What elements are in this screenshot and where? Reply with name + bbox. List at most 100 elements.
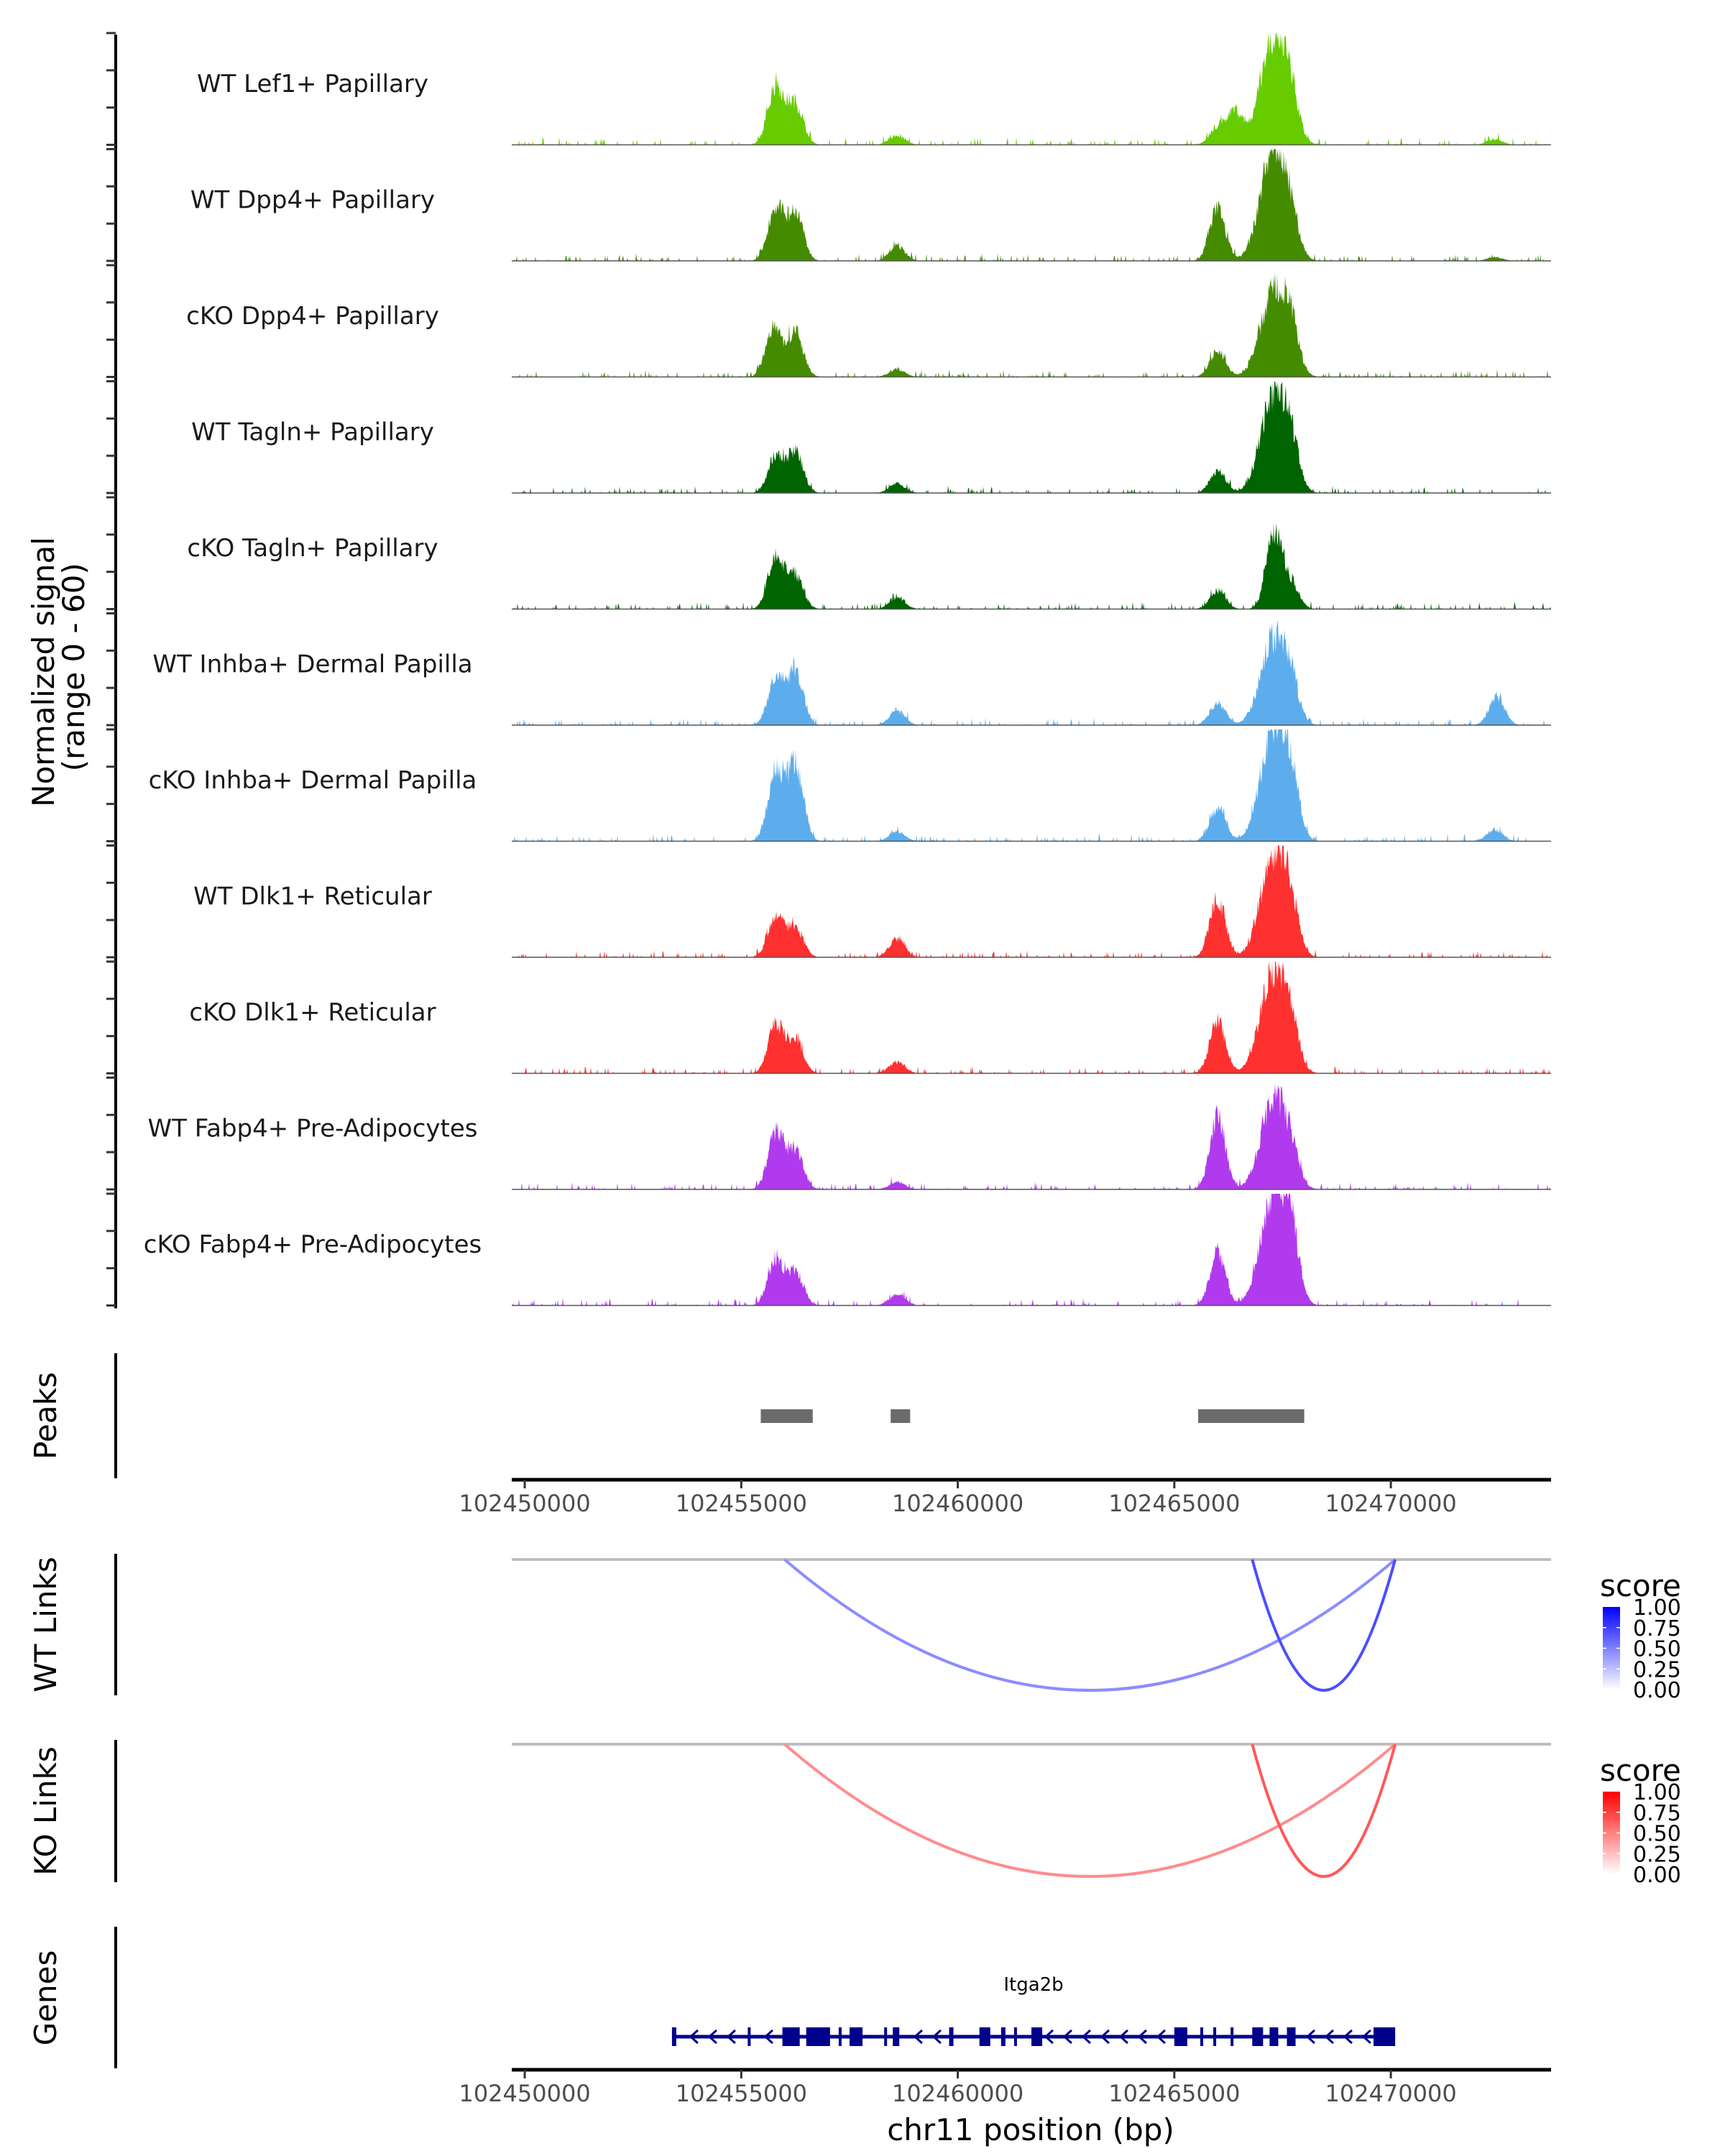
x-axis-bottom: 102450000 102455000 102460000 102465000 1024… (459, 2068, 1551, 2107)
x-tick-label: 102455000 (676, 1490, 807, 1517)
track-label: cKO Inhba+ Dermal Papilla (149, 766, 477, 795)
coverage-area (512, 272, 1551, 377)
strand-arrow (726, 2029, 736, 2045)
links-panel-label: KO Links (28, 1746, 63, 1876)
strand-arrow (1324, 2029, 1334, 2045)
genes-panel: Genes Itga2b (28, 1927, 1396, 2068)
coverage-track: cKO Tagln+ Papillary (187, 522, 1551, 610)
strand-arrow (1100, 2029, 1110, 2045)
legend-tick-label: 0.00 (1633, 1863, 1681, 1888)
track-label: cKO Fabp4+ Pre-Adipocytes (144, 1230, 482, 1259)
y-axis-title-line-2: (range 0 - 60) (56, 563, 91, 771)
track-label: cKO Tagln+ Papillary (187, 534, 438, 563)
legend-tick-label: 0.00 (1633, 1678, 1681, 1703)
legend-tick-label: 0.50 (1633, 1637, 1681, 1662)
coverage-track: cKO Inhba+ Dermal Papilla (149, 729, 1551, 842)
coverage-area (512, 1194, 1551, 1306)
x-tick-label: 102450000 (459, 1490, 590, 1517)
coverage-area (512, 729, 1551, 842)
x-axis-title: chr11 position (bp) (887, 2112, 1174, 2147)
track-label: WT Dlk1+ Reticular (193, 883, 432, 911)
gene-exon (1373, 2027, 1396, 2046)
strand-arrow (1044, 2029, 1054, 2045)
gene-exon (1200, 2027, 1203, 2046)
track-label: WT Tagln+ Papillary (191, 418, 434, 447)
gene-exon (1230, 2027, 1234, 2046)
link-arc (1251, 1743, 1397, 1878)
coverage-track: WT Fabp4+ Pre-Adipocytes (148, 1082, 1551, 1190)
strand-arrow (1361, 2029, 1371, 2045)
strand-arrow (1118, 2029, 1128, 2045)
coverage-area (512, 845, 1551, 957)
gene-exon (893, 2027, 900, 2046)
coverage-area (512, 33, 1551, 145)
peak-bar (760, 1409, 813, 1423)
x-axis-top: 102450000 102455000 102460000 102465000 1024… (459, 1478, 1551, 1517)
link-arc (1251, 1559, 1397, 1692)
track-label: WT Inhba+ Dermal Papilla (152, 650, 472, 679)
strand-arrow (1343, 2029, 1353, 2045)
gene-exon (838, 2027, 842, 2046)
coverage-track: WT Inhba+ Dermal Papilla (152, 619, 1551, 726)
gene-exon (806, 2027, 830, 2046)
gene-exon (949, 2027, 954, 2046)
coverage-area (512, 522, 1551, 609)
strand-arrow (707, 2029, 717, 2045)
coverage-tracks: WT Lef1+ Papillary WT Dpp4+ Papillary cKO … (144, 33, 1551, 1307)
strand-arrow (689, 2029, 699, 2045)
x-tick-label: 102470000 (1325, 1490, 1456, 1517)
coverage-y-axis (106, 32, 117, 1309)
legend-tick-label: 1.00 (1633, 1780, 1681, 1805)
x-tick-label: 102450000 (459, 2080, 590, 2107)
legend-tick-label: 0.75 (1633, 1801, 1681, 1826)
x-tick-label: 102465000 (1108, 1490, 1240, 1517)
track-label: WT Fabp4+ Pre-Adipocytes (148, 1115, 478, 1143)
coverage-area (512, 962, 1551, 1074)
gene-exon (1031, 2027, 1043, 2046)
track-label: WT Dpp4+ Papillary (190, 186, 435, 215)
gene-exon (849, 2027, 863, 2046)
strand-arrow (1137, 2029, 1147, 2045)
gene-exon (1013, 2027, 1017, 2046)
coverage-area (512, 1082, 1551, 1189)
strand-arrow (1305, 2029, 1315, 2045)
coverage-track: WT Dpp4+ Papillary (190, 149, 1551, 262)
x-tick-label: 102460000 (892, 2080, 1024, 2107)
legend-tick-label: 0.25 (1633, 1842, 1681, 1867)
strand-arrow (913, 2029, 923, 2045)
x-tick-label: 102470000 (1325, 2080, 1456, 2107)
strand-arrow (1062, 2029, 1072, 2045)
link-arc (783, 1743, 1397, 1878)
track-label: cKO Dpp4+ Papillary (186, 302, 439, 331)
gene-exon (1174, 2027, 1187, 2046)
peak-bar (1197, 1409, 1305, 1423)
coverage-track: cKO Dpp4+ Papillary (186, 272, 1551, 378)
strand-arrow (932, 2029, 942, 2045)
coverage-track: cKO Dlk1+ Reticular (189, 962, 1551, 1074)
coverage-track: WT Tagln+ Papillary (191, 381, 1551, 494)
coverage-area (512, 619, 1551, 725)
gene-exon (1213, 2027, 1217, 2046)
track-label: cKO Dlk1+ Reticular (189, 998, 436, 1027)
gene-exon (1252, 2027, 1264, 2046)
gene-exon (1000, 2027, 1006, 2046)
link-arc (783, 1558, 1397, 1692)
gene-exon (884, 2027, 888, 2046)
strand-arrow (1156, 2029, 1166, 2045)
legend-tick-label: 0.25 (1633, 1657, 1681, 1682)
peak-bar (891, 1409, 911, 1423)
gene-exon (748, 2027, 751, 2046)
strand-arrow (1081, 2029, 1091, 2045)
coverage-y-axis-title: Normalized signal (range 0 - 60) (26, 528, 91, 807)
legend-tick-label: 0.50 (1633, 1822, 1681, 1847)
coverage-area (512, 149, 1551, 261)
legend-title: score (1600, 1568, 1681, 1603)
legend-tick-label: 0.75 (1633, 1616, 1681, 1641)
coverage-track: WT Lef1+ Papillary (197, 33, 1551, 146)
genes-panel-label: Genes (28, 1950, 63, 2046)
track-label: WT Lef1+ Papillary (197, 70, 428, 98)
gene-exon (782, 2027, 800, 2046)
